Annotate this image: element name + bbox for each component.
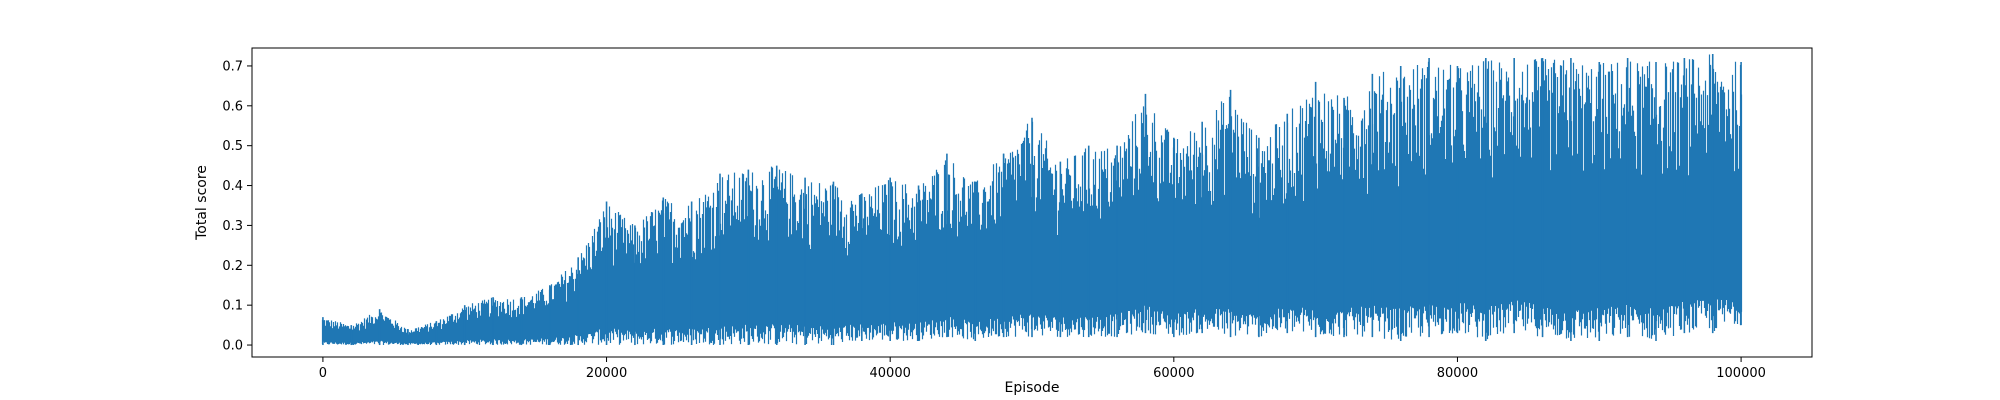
y-tick-label: 0.5 (222, 139, 243, 154)
series-layer (321, 53, 1743, 346)
x-tick-label: 60000 (1153, 366, 1194, 381)
x-tick-label: 20000 (586, 366, 627, 381)
axes-layer: 0 20000 40000 60000 80000 100000 0.0 0.1 0.2 0.3 0… (222, 47, 1813, 381)
y-axis-label: Total score (194, 165, 210, 241)
y-tick-label: 0.7 (222, 59, 243, 74)
x-tick-label: 80000 (1437, 366, 1478, 381)
x-tick-label: 100000 (1716, 366, 1766, 381)
x-tick-label: 40000 (870, 366, 911, 381)
x-axis-label: Episode (1005, 380, 1060, 396)
y-tick-label: 0.6 (222, 99, 243, 114)
series-0 (321, 53, 1743, 346)
plot-frame (251, 47, 1813, 358)
y-tick-label: 0.2 (222, 259, 243, 274)
y-tick-label: 0.0 (222, 339, 243, 354)
y-tick-label: 0.4 (222, 179, 243, 194)
y-tick-label: 0.3 (222, 219, 243, 234)
x-tick-label: 0 (319, 366, 327, 381)
y-tick-label: 0.1 (222, 299, 243, 314)
